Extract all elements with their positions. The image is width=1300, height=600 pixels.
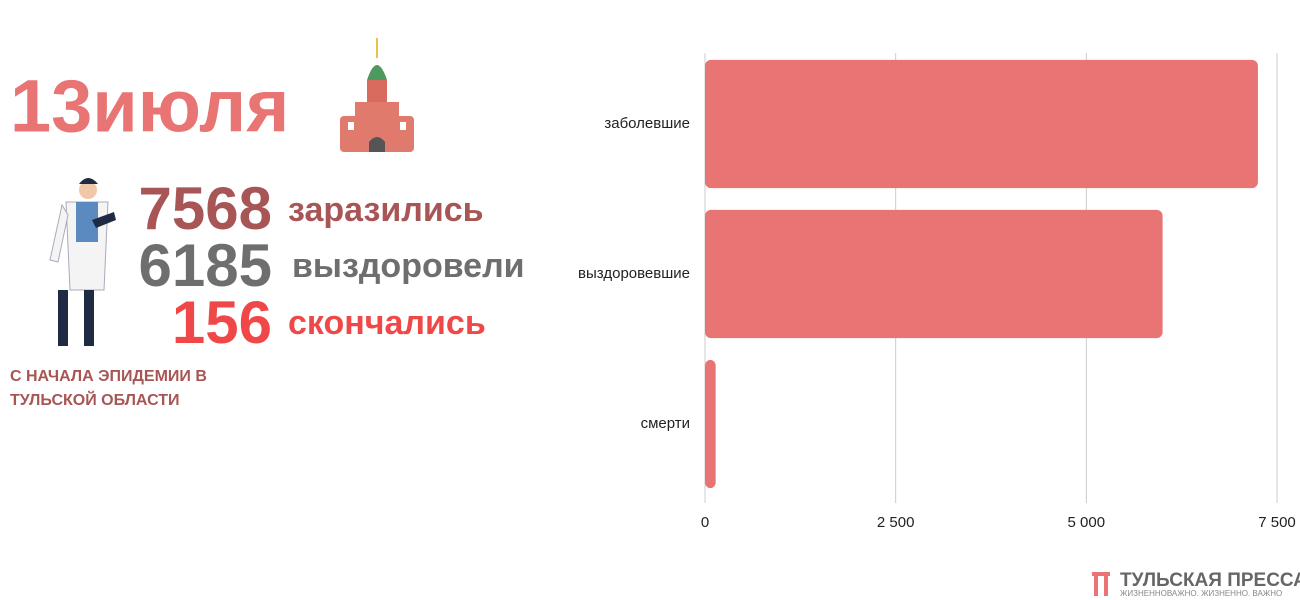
logo-slogan: ЖИЗНЕННОВАЖНО. ЖИЗНЕННО. ВАЖНО [1120,589,1282,598]
date-title: 13июля [10,65,289,148]
bar [705,359,716,489]
note: С НАЧАЛА ЭПИДЕМИИ В [10,368,207,385]
stat-label: заразились [288,191,484,229]
bar-chart: 0 2 500 5 000 7 500 заболевшие выздоровевшие с… [578,53,1296,531]
note: ТУЛЬСКОЙ ОБЛАСТИ [10,390,180,409]
x-tick-label: 7 500 [1258,514,1296,531]
stat-number: 6185 [139,232,272,299]
doctor-icon [49,178,116,346]
y-tick-label: заболевшие [604,115,690,132]
bar [705,209,1163,339]
y-tick-label: выздоровевшие [578,265,690,282]
logo: ТУЛЬСКАЯ ПРЕССА ЖИЗНЕННОВАЖНО. ЖИЗНЕННО.… [1092,570,1300,598]
y-tick-label: смерти [641,415,690,432]
logo-name: ТУЛЬСКАЯ ПРЕССА [1120,570,1300,591]
stat-label: выздоровели [292,247,525,285]
x-tick-label: 2 500 [877,514,915,531]
stat-number: 156 [172,289,272,356]
kremlin-icon [340,38,414,152]
stat-number: 7568 [139,175,272,242]
x-tick-label: 5 000 [1068,514,1106,531]
stat-label: скончались [288,304,486,342]
x-tick-label: 0 [701,514,709,531]
bar [705,59,1258,189]
